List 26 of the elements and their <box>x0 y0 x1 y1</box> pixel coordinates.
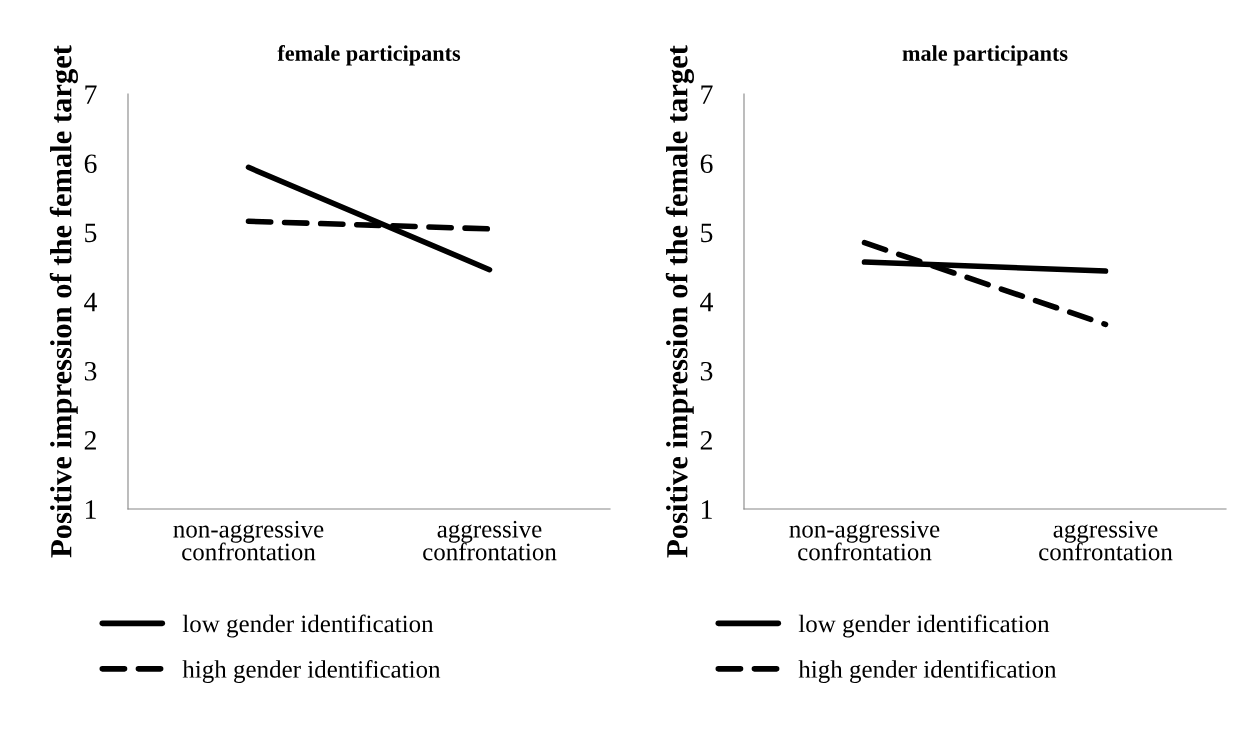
y-tick-label: 1 <box>86 500 96 519</box>
y-tick-label: 5 <box>85 223 97 243</box>
y-tick-label: 4 <box>84 292 98 312</box>
y-tick-label: 1 <box>702 500 712 519</box>
legend-label: low gender identification <box>182 614 434 638</box>
y-tick-label: 4 <box>700 292 714 312</box>
y-tick-label: 2 <box>84 431 96 450</box>
y-tick-label: 6 <box>84 154 97 174</box>
y-tick-label: 7 <box>85 85 97 104</box>
chart-title: female participants <box>277 45 461 66</box>
x-tick-label: aggressive confrontation <box>423 520 557 561</box>
y-tick-label: 3 <box>700 361 713 381</box>
x-tick-label: non-aggressive confrontation <box>173 520 324 561</box>
y-tick-label: 6 <box>700 154 713 174</box>
x-tick-label: aggressive confrontation <box>1039 520 1173 561</box>
y-axis-title: Positive impression of the female target <box>665 45 694 558</box>
y-tick-label: 3 <box>84 361 97 381</box>
legend-label: low gender identification <box>798 614 1050 638</box>
y-axis-title: Positive impression of the female target <box>49 45 78 558</box>
legend-label: high gender identification <box>798 660 1057 683</box>
chart-title: male participants <box>902 45 1068 66</box>
y-tick-label: 5 <box>701 223 713 243</box>
x-tick-label: non-aggressive confrontation <box>789 520 940 561</box>
y-tick-label: 7 <box>701 85 713 104</box>
y-tick-label: 2 <box>700 431 712 450</box>
legend-label: high gender identification <box>182 660 441 683</box>
